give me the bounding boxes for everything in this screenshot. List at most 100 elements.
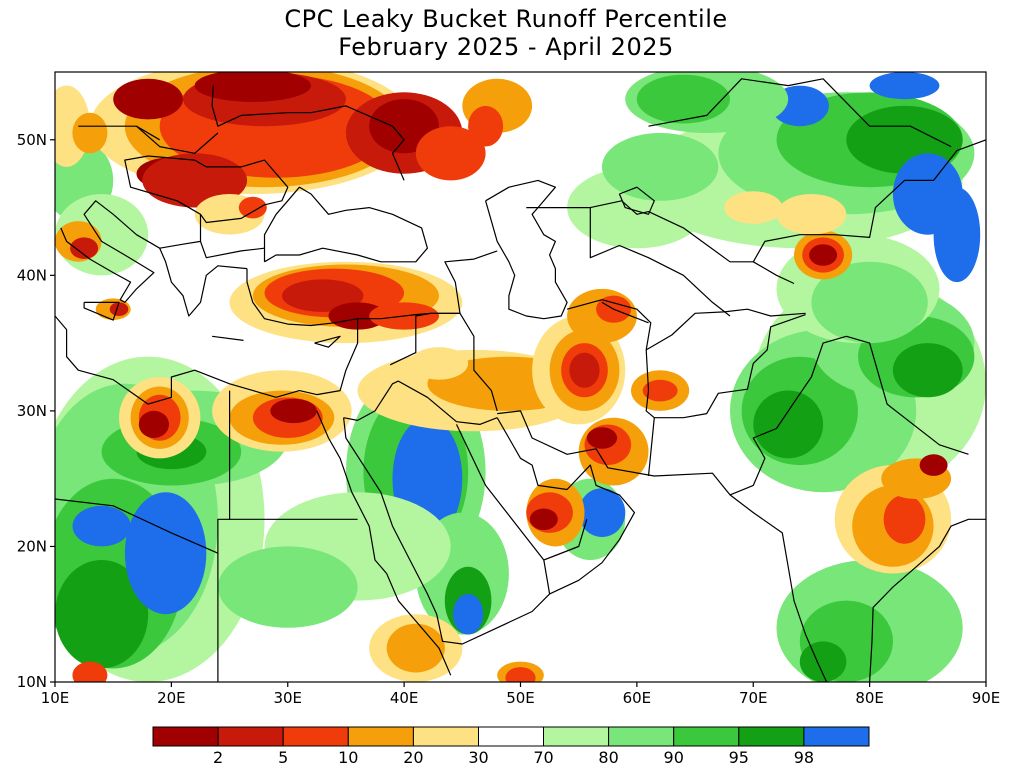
- anomaly-patch-extremely-wet: [124, 492, 207, 615]
- boundary-line: [199, 214, 265, 259]
- legend-label: 95: [729, 748, 749, 767]
- boundary-line: [752, 139, 986, 263]
- anomaly-patch-near-dry: [724, 191, 783, 224]
- x-tick-label: 30E: [273, 689, 302, 707]
- color-legend: 2 5 10 20 30 70 80 90 95 98: [152, 726, 870, 767]
- legend-label: 70: [533, 748, 553, 767]
- map-title: CPC Leaky Bucket Runoff Percentile: [284, 5, 728, 33]
- boundary-line: [543, 519, 588, 595]
- boundary-line: [83, 301, 120, 321]
- boundary-line: [159, 240, 201, 249]
- anomaly-patch-slightly-dry: [72, 112, 108, 154]
- anomaly-patch-very-wet: [892, 343, 963, 398]
- anomaly-patch-slightly-dry: [386, 623, 445, 673]
- x-tick-label: 40E: [390, 689, 419, 707]
- legend-swatch: [217, 726, 284, 747]
- anomaly-patch-very-dry: [809, 244, 838, 266]
- boundary-line: [648, 78, 952, 148]
- boundary-line: [211, 85, 405, 181]
- y-tick-label: 30N: [17, 402, 47, 420]
- legend-swatch: [543, 726, 610, 747]
- boundary-line: [343, 380, 498, 425]
- boundary-line: [590, 200, 795, 285]
- anomaly-field: [55, 72, 986, 682]
- anomaly-patch-near-dry: [409, 347, 469, 380]
- anomaly-patch-moderately-dry: [642, 379, 678, 402]
- boundary-line: [357, 250, 498, 320]
- x-tick-label: 20E: [157, 689, 186, 707]
- anomaly-patch-extremely-wet: [933, 187, 981, 283]
- anomaly-patch-very-dry: [194, 72, 311, 102]
- legend-swatch: [478, 726, 545, 747]
- x-tick-label: 80E: [855, 689, 884, 707]
- map-field: [55, 72, 986, 682]
- anomaly-patch-slightly-wet: [811, 261, 928, 344]
- anomaly-patch-moderately-dry: [238, 196, 267, 219]
- anomaly-patch-moderately-dry: [415, 126, 486, 181]
- map-subtitle: February 2025 - April 2025: [338, 33, 674, 61]
- anomaly-patch-extremely-wet: [453, 593, 484, 635]
- longitude-axis: 10E 20E 30E 40E 50E 60E 70E 80E 90E: [41, 682, 1000, 707]
- anomaly-patch-very-dry: [138, 410, 169, 438]
- legend-swatch: [347, 726, 414, 747]
- legend-label: 5: [278, 748, 288, 767]
- latitude-axis: 50N 40N 30N 20N 10N: [17, 131, 55, 691]
- boundary-line: [78, 125, 161, 141]
- boundary-line: [526, 207, 731, 317]
- anomaly-patch-extremely-wet: [72, 505, 131, 547]
- anomaly-patch-wet: [636, 74, 731, 124]
- y-tick-label: 20N: [17, 537, 47, 555]
- legend-label: 10: [338, 748, 358, 767]
- boundary-line: [316, 410, 452, 676]
- anomaly-patch-dry: [282, 279, 364, 313]
- boundary-line: [618, 186, 655, 215]
- anomaly-patch-moderately-dry: [72, 661, 108, 682]
- boundary-line: [497, 410, 828, 682]
- legend-swatch: [673, 726, 740, 747]
- anomaly-patch-moderately-dry: [505, 667, 536, 682]
- anomaly-patch-very-wet: [753, 390, 824, 459]
- country-borders: [55, 78, 986, 682]
- boundary-line: [869, 518, 986, 682]
- legend-label: 20: [403, 748, 423, 767]
- legend-swatch: [412, 726, 479, 747]
- legend-label: 98: [794, 748, 814, 767]
- legend-swatch: [608, 726, 675, 747]
- x-tick-label: 10E: [41, 689, 70, 707]
- boundary-line: [212, 335, 244, 341]
- anomaly-patch-very-dry: [270, 398, 317, 424]
- anomaly-patch-moderately-dry: [883, 494, 926, 544]
- anomaly-patch-extremely-wet: [578, 488, 626, 537]
- boundary-line: [60, 200, 248, 317]
- y-tick-label: 40N: [17, 266, 47, 284]
- anomaly-patch-very-dry: [919, 454, 948, 476]
- anomaly-patch-dry: [569, 352, 600, 388]
- anomaly-patch-moderately-dry: [468, 105, 504, 147]
- legend-swatch: [152, 726, 219, 747]
- legend-swatch: [282, 726, 349, 747]
- boundary-line: [314, 335, 341, 348]
- anomaly-patch-extremely-wet: [869, 72, 940, 100]
- anomaly-patch-very-wet: [799, 641, 847, 682]
- legend-label: 2: [213, 748, 223, 767]
- anomaly-patch-very-wet: [55, 560, 149, 669]
- anomaly-patch-slightly-wet: [601, 133, 719, 201]
- legend-swatch: [738, 726, 805, 747]
- x-tick-label: 70E: [739, 689, 768, 707]
- anomaly-patch-very-dry: [586, 427, 618, 449]
- y-tick-label: 10N: [17, 673, 47, 691]
- boundary-line: [343, 417, 636, 645]
- anomaly-patch-slightly-wet: [217, 546, 358, 628]
- boundary-line: [136, 125, 219, 154]
- legend-swatch: [803, 726, 870, 747]
- boundary-line: [263, 186, 428, 263]
- anomaly-patch-very-dry: [113, 78, 183, 120]
- anomaly-patch-very-dry: [328, 302, 387, 330]
- x-tick-label: 60E: [623, 689, 652, 707]
- anomaly-patch-dry: [70, 237, 99, 259]
- legend-label: 90: [664, 748, 684, 767]
- boundary-line: [729, 335, 969, 496]
- boundary-line: [55, 268, 359, 405]
- boundary-line: [654, 314, 806, 419]
